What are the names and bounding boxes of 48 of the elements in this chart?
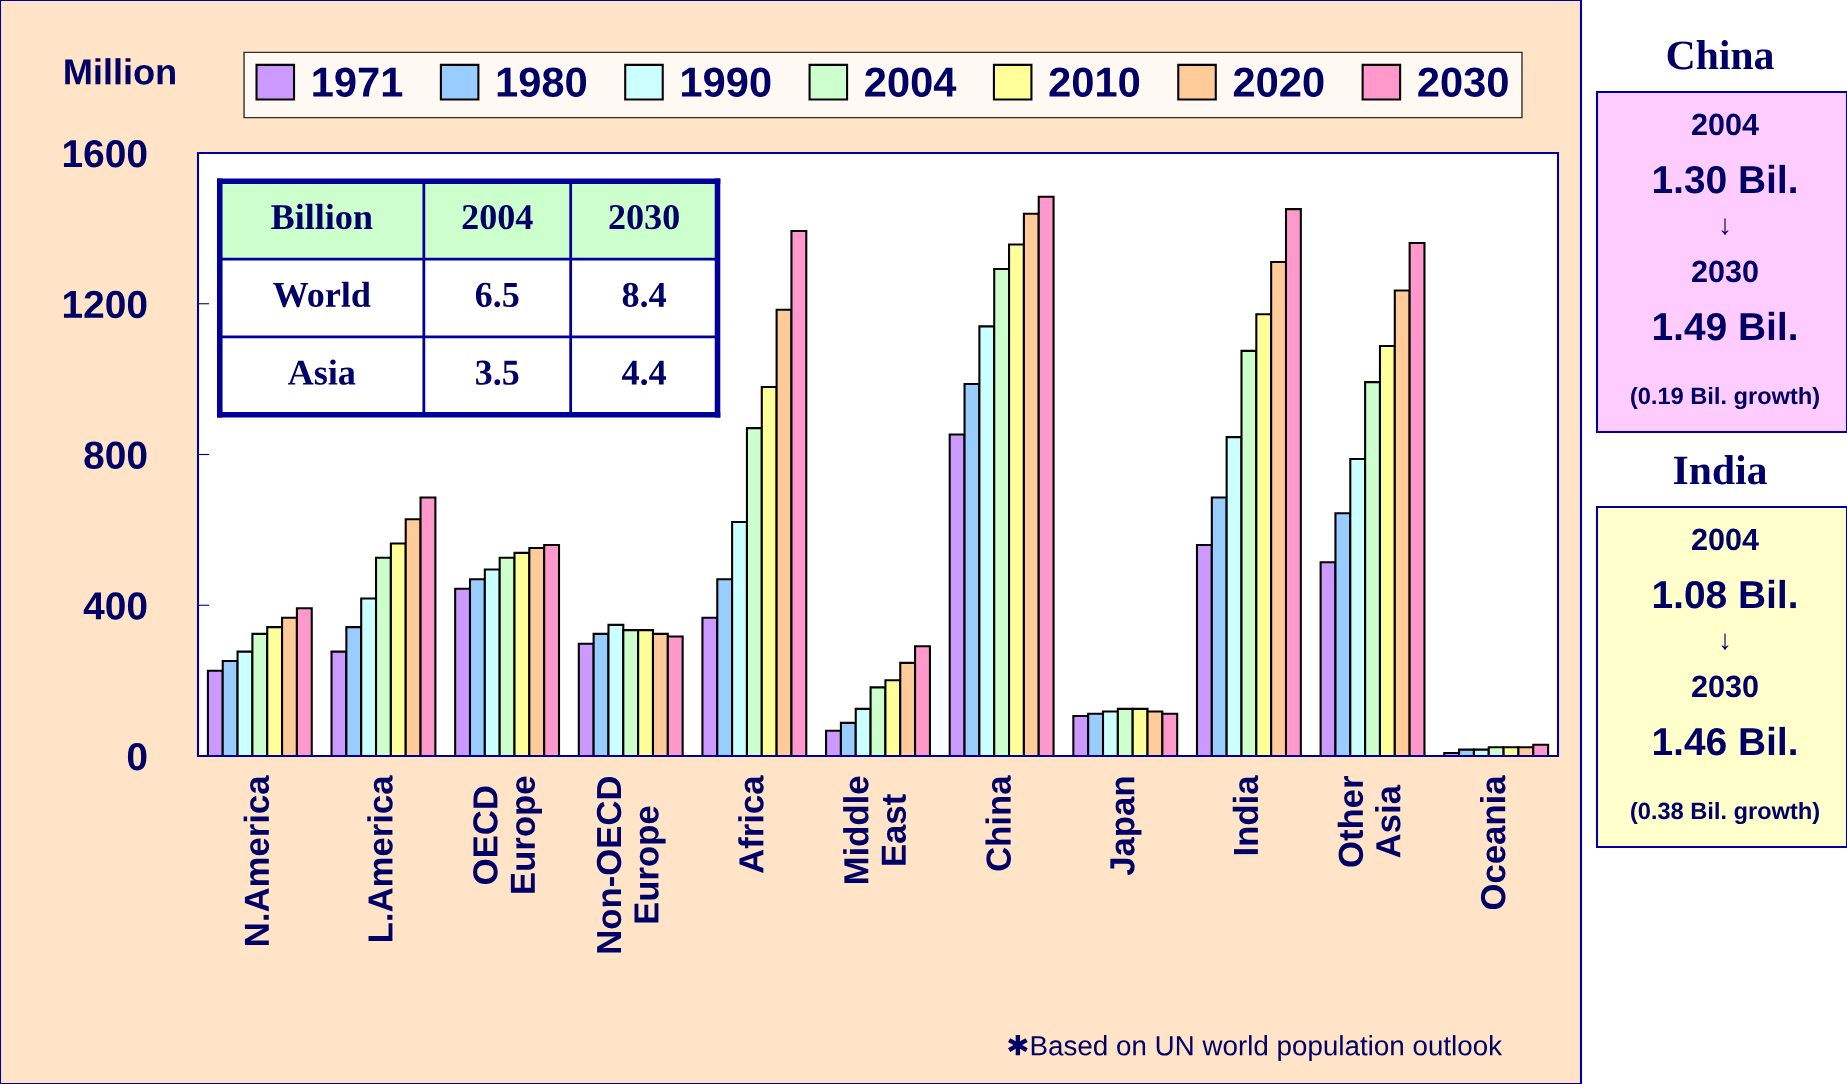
y-tick-label: 1200 — [63, 290, 147, 319]
text: China — [1667, 40, 1774, 70]
annotation: 8.4 — [622, 282, 666, 308]
text: (0.19 Bil. growth) — [1631, 386, 1819, 410]
x-tick-label: Middle East — [843, 776, 907, 884]
annotation: 2004 — [462, 204, 533, 230]
x-tick-label: N.America — [243, 775, 270, 945]
x-tick-label: Japan — [1110, 777, 1142, 876]
y-axis-title: Million — [65, 58, 175, 85]
legend-label: 2020 — [1233, 67, 1324, 97]
annotation: 4.4 — [622, 360, 666, 386]
legend-label: 1990 — [682, 67, 771, 97]
text: 2030 — [1692, 675, 1758, 698]
text: 1.46 Bil. — [1653, 726, 1796, 756]
text: 2004 — [1692, 528, 1759, 551]
y-tick-label: 0 — [127, 742, 147, 771]
annotation: 3.5 — [476, 360, 519, 386]
legend-label: 2004 — [865, 67, 957, 97]
x-tick-label: OECD Europe — [473, 776, 542, 893]
text: 1.30 Bil. — [1653, 164, 1796, 194]
legend-label: 1980 — [497, 67, 587, 97]
x-tick-label: China — [985, 775, 1011, 871]
text: (0.38 Bil. growth) — [1631, 801, 1819, 825]
x-tick-label: Other Asia — [1337, 775, 1401, 867]
legend-label: 2010 — [1049, 67, 1140, 97]
text: 1.49 Bil. — [1653, 311, 1796, 341]
annotation: 6.5 — [475, 282, 519, 308]
annotation: World — [273, 281, 371, 308]
y-tick-label: 400 — [83, 592, 147, 620]
text: 2030 — [1692, 260, 1758, 283]
x-tick-label: L.America — [367, 775, 393, 942]
text: ✱Based on UN world population outlook — [1008, 1034, 1503, 1062]
annotation: Billion — [271, 203, 373, 230]
x-tick-label: Oceania — [1480, 775, 1506, 910]
x-tick-label: India — [1232, 775, 1259, 855]
text: India — [1673, 455, 1767, 485]
annotation: 2030 — [609, 204, 679, 230]
annotation: Asia — [288, 359, 356, 385]
y-tick-label: 800 — [84, 441, 147, 469]
x-tick-label: Africa — [738, 775, 764, 873]
text: 1.08 Bil. — [1653, 579, 1796, 609]
legend-label: 1971 — [313, 67, 403, 97]
text: ↓ — [1721, 218, 1729, 236]
legend-label: 2030 — [1418, 67, 1508, 97]
text: ↓ — [1721, 633, 1729, 651]
y-tick-label: 1600 — [63, 139, 147, 168]
x-tick-label: Non-OECD Europe — [596, 776, 666, 953]
text: 2004 — [1692, 113, 1759, 136]
